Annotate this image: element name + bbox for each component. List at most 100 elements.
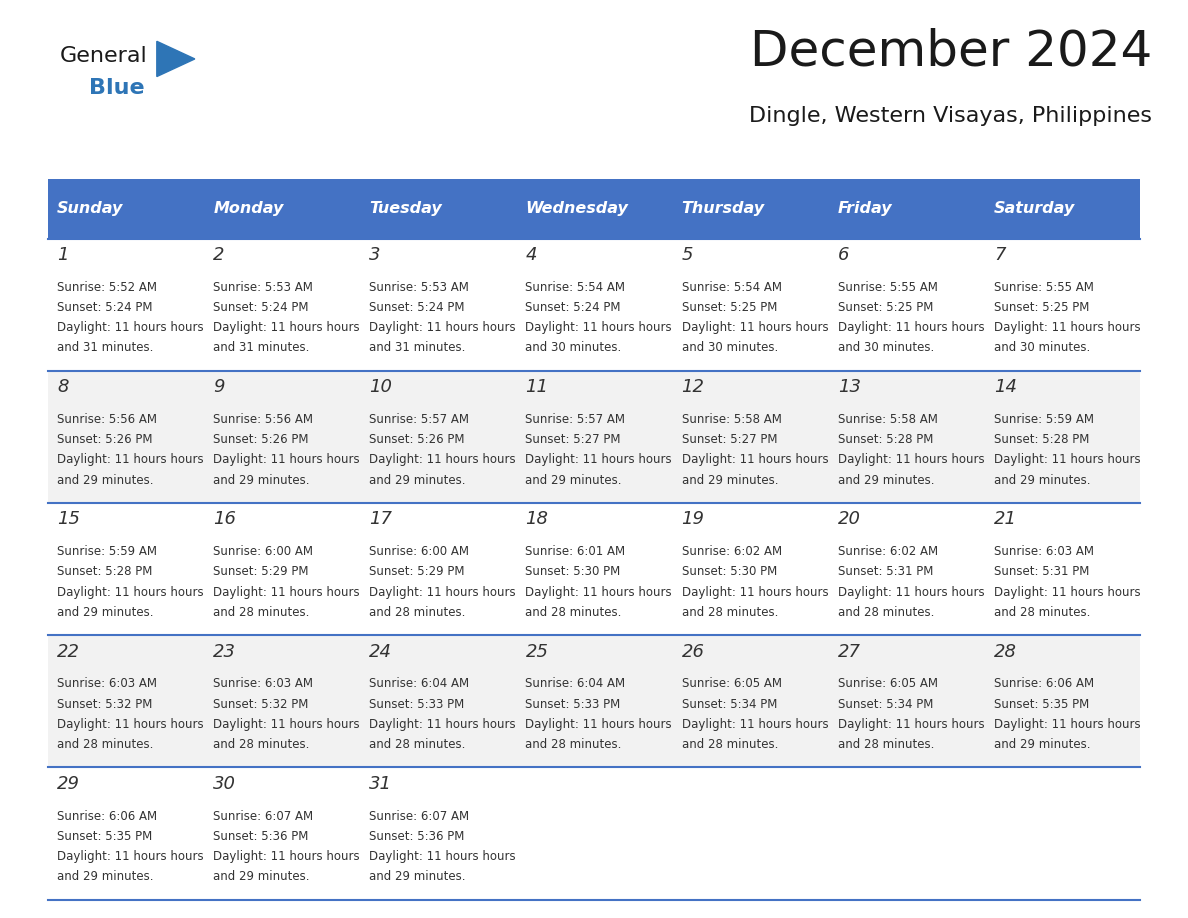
Text: Sunset: 5:35 PM: Sunset: 5:35 PM [57,830,152,843]
Text: 25: 25 [525,643,549,661]
Text: and 29 minutes.: and 29 minutes. [57,474,153,487]
Text: Sunset: 5:31 PM: Sunset: 5:31 PM [994,565,1089,578]
Text: 19: 19 [682,510,704,529]
Text: 8: 8 [57,378,69,397]
FancyBboxPatch shape [203,635,360,767]
Text: Sunset: 5:36 PM: Sunset: 5:36 PM [369,830,465,843]
FancyBboxPatch shape [828,371,985,503]
Text: 11: 11 [525,378,549,397]
Text: and 30 minutes.: and 30 minutes. [838,341,934,354]
FancyBboxPatch shape [828,503,985,635]
Text: Sunset: 5:33 PM: Sunset: 5:33 PM [525,698,620,711]
Text: Sunset: 5:29 PM: Sunset: 5:29 PM [213,565,309,578]
FancyBboxPatch shape [985,503,1140,635]
FancyBboxPatch shape [985,239,1140,371]
Text: and 30 minutes.: and 30 minutes. [682,341,778,354]
Text: Sunset: 5:24 PM: Sunset: 5:24 PM [57,301,152,314]
Text: Daylight: 11 hours hours: Daylight: 11 hours hours [994,586,1140,599]
Text: 24: 24 [369,643,392,661]
Text: and 29 minutes.: and 29 minutes. [57,606,153,619]
Text: 17: 17 [369,510,392,529]
Text: Sunrise: 5:58 AM: Sunrise: 5:58 AM [838,413,937,426]
Text: Daylight: 11 hours hours: Daylight: 11 hours hours [213,321,360,334]
Text: Daylight: 11 hours hours: Daylight: 11 hours hours [994,718,1140,731]
Text: Sunset: 5:34 PM: Sunset: 5:34 PM [682,698,777,711]
Text: Daylight: 11 hours hours: Daylight: 11 hours hours [369,453,516,466]
Text: Daylight: 11 hours hours: Daylight: 11 hours hours [994,321,1140,334]
FancyBboxPatch shape [203,371,360,503]
Text: Sunday: Sunday [57,201,124,217]
Text: 23: 23 [213,643,236,661]
Text: Sunset: 5:28 PM: Sunset: 5:28 PM [57,565,152,578]
Text: Daylight: 11 hours hours: Daylight: 11 hours hours [838,718,985,731]
Text: and 31 minutes.: and 31 minutes. [213,341,310,354]
Text: Sunrise: 5:53 AM: Sunrise: 5:53 AM [369,281,469,294]
Text: 22: 22 [57,643,80,661]
Text: and 29 minutes.: and 29 minutes. [369,474,466,487]
Text: Sunset: 5:32 PM: Sunset: 5:32 PM [213,698,309,711]
FancyBboxPatch shape [672,635,828,767]
Text: and 29 minutes.: and 29 minutes. [682,474,778,487]
Text: Daylight: 11 hours hours: Daylight: 11 hours hours [525,718,672,731]
Text: 4: 4 [525,246,537,264]
Text: Saturday: Saturday [994,201,1075,217]
Text: Sunrise: 6:05 AM: Sunrise: 6:05 AM [838,677,937,690]
Text: Sunrise: 6:04 AM: Sunrise: 6:04 AM [369,677,469,690]
Text: Wednesday: Wednesday [525,201,628,217]
Text: Sunrise: 5:58 AM: Sunrise: 5:58 AM [682,413,782,426]
Text: Sunrise: 6:05 AM: Sunrise: 6:05 AM [682,677,782,690]
Text: 20: 20 [838,510,861,529]
FancyBboxPatch shape [203,767,360,900]
Text: 27: 27 [838,643,861,661]
FancyBboxPatch shape [828,767,985,900]
Text: and 28 minutes.: and 28 minutes. [57,738,153,751]
FancyBboxPatch shape [828,239,985,371]
Text: and 30 minutes.: and 30 minutes. [994,341,1091,354]
Text: and 31 minutes.: and 31 minutes. [369,341,466,354]
Text: 31: 31 [369,775,392,793]
Text: and 28 minutes.: and 28 minutes. [369,606,466,619]
Text: 5: 5 [682,246,693,264]
Text: Daylight: 11 hours hours: Daylight: 11 hours hours [838,453,985,466]
Text: and 28 minutes.: and 28 minutes. [994,606,1091,619]
Text: Daylight: 11 hours hours: Daylight: 11 hours hours [57,453,203,466]
Text: Sunrise: 6:00 AM: Sunrise: 6:00 AM [213,545,314,558]
Text: and 28 minutes.: and 28 minutes. [682,606,778,619]
FancyBboxPatch shape [203,239,360,371]
Text: Daylight: 11 hours hours: Daylight: 11 hours hours [682,321,828,334]
Text: and 29 minutes.: and 29 minutes. [525,474,623,487]
Text: Sunrise: 6:01 AM: Sunrise: 6:01 AM [525,545,626,558]
Text: Sunrise: 5:54 AM: Sunrise: 5:54 AM [682,281,782,294]
Text: Sunset: 5:32 PM: Sunset: 5:32 PM [57,698,152,711]
Text: and 28 minutes.: and 28 minutes. [838,738,934,751]
Text: and 29 minutes.: and 29 minutes. [213,474,310,487]
Text: Thursday: Thursday [682,201,765,217]
Text: Blue: Blue [89,78,145,98]
Text: Daylight: 11 hours hours: Daylight: 11 hours hours [682,453,828,466]
Text: Sunrise: 6:07 AM: Sunrise: 6:07 AM [369,810,469,823]
Text: Sunset: 5:26 PM: Sunset: 5:26 PM [57,433,152,446]
Text: Sunrise: 6:03 AM: Sunrise: 6:03 AM [213,677,314,690]
Text: Sunset: 5:30 PM: Sunset: 5:30 PM [682,565,777,578]
Text: Sunset: 5:34 PM: Sunset: 5:34 PM [838,698,933,711]
Text: and 28 minutes.: and 28 minutes. [213,606,310,619]
Text: Daylight: 11 hours hours: Daylight: 11 hours hours [682,586,828,599]
Text: and 29 minutes.: and 29 minutes. [57,870,153,883]
Text: Sunrise: 5:59 AM: Sunrise: 5:59 AM [57,545,157,558]
Text: Daylight: 11 hours hours: Daylight: 11 hours hours [369,850,516,863]
Text: and 29 minutes.: and 29 minutes. [994,738,1091,751]
FancyBboxPatch shape [203,179,360,239]
FancyBboxPatch shape [985,179,1140,239]
Text: Sunrise: 6:00 AM: Sunrise: 6:00 AM [369,545,469,558]
FancyBboxPatch shape [516,179,672,239]
Text: Friday: Friday [838,201,892,217]
Text: Sunset: 5:28 PM: Sunset: 5:28 PM [838,433,933,446]
Text: Sunset: 5:27 PM: Sunset: 5:27 PM [525,433,621,446]
FancyBboxPatch shape [516,503,672,635]
FancyBboxPatch shape [672,371,828,503]
Text: 12: 12 [682,378,704,397]
Text: Daylight: 11 hours hours: Daylight: 11 hours hours [682,718,828,731]
Text: and 29 minutes.: and 29 minutes. [838,474,934,487]
Text: 6: 6 [838,246,849,264]
FancyBboxPatch shape [360,239,516,371]
